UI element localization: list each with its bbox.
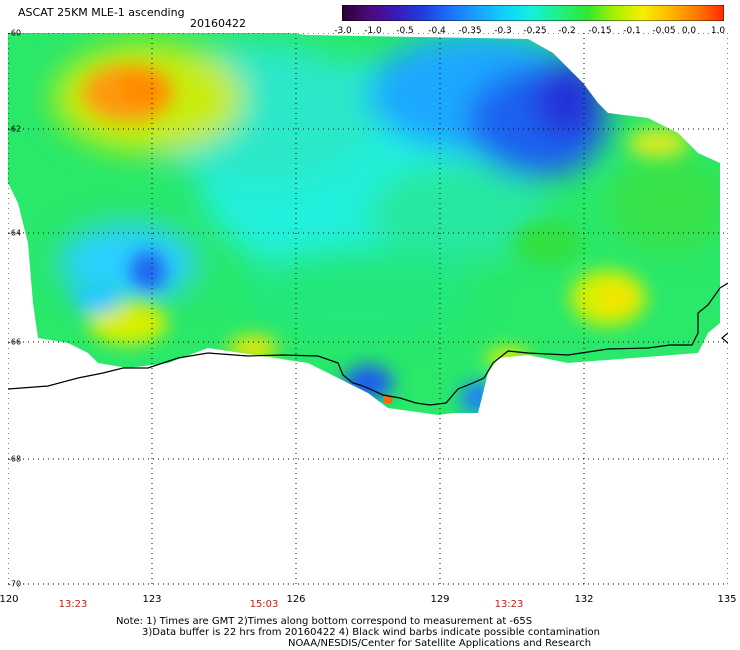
colorbar-tick: 0.0 xyxy=(681,26,697,36)
time-label: 15:03 xyxy=(249,599,279,610)
lat-label: -68 xyxy=(8,454,22,464)
colorbar-tick: -0.1 xyxy=(623,26,641,36)
lat-label: -60 xyxy=(8,28,22,38)
colorbar-tick: -0.4 xyxy=(428,26,446,36)
lon-label: 132 xyxy=(574,594,594,605)
wind-field xyxy=(8,33,720,415)
colorbar-tick: -0.3 xyxy=(494,26,512,36)
colorbar-tick: -0.2 xyxy=(558,26,576,36)
colorbar xyxy=(342,5,724,21)
colorbar-tick: -0.15 xyxy=(588,26,612,36)
footnote-line: Note: 1) Times are GMT 2)Times along bot… xyxy=(116,616,533,627)
colorbar-tick: -3.0 xyxy=(334,26,352,36)
lon-label: 120 xyxy=(0,594,19,605)
lat-label: -66 xyxy=(8,337,22,347)
wind-map xyxy=(8,33,728,587)
lon-label: 135 xyxy=(717,594,737,605)
colorbar-tick: -0.5 xyxy=(396,26,414,36)
colorbar-tick: -0.35 xyxy=(458,26,482,36)
lat-label: -70 xyxy=(8,579,22,589)
colorbar-tick: -0.25 xyxy=(523,26,547,36)
lat-label: -64 xyxy=(8,228,22,238)
lon-label: 126 xyxy=(286,594,306,605)
coastline xyxy=(719,282,728,289)
colorbar-tick: 1.0 xyxy=(710,26,726,36)
graticule xyxy=(8,33,728,587)
lat-label: -62 xyxy=(8,124,22,134)
footnote-line: NOAA/NESDIS/Center for Satellite Applica… xyxy=(288,638,592,649)
coastline xyxy=(721,332,728,344)
lon-label: 123 xyxy=(142,594,162,605)
product-date: 20160422 xyxy=(190,17,246,30)
coastline xyxy=(8,287,721,406)
time-label: 13:23 xyxy=(58,599,88,610)
colorbar-tick: -0.05 xyxy=(652,26,676,36)
product-title: ASCAT 25KM MLE-1 ascending xyxy=(18,6,185,19)
time-label: 13:23 xyxy=(494,599,524,610)
lon-label: 129 xyxy=(430,594,450,605)
colorbar-tick: -1.0 xyxy=(364,26,382,36)
footnote-line: 3)Data buffer is 22 hrs from 20160422 4)… xyxy=(142,627,600,638)
